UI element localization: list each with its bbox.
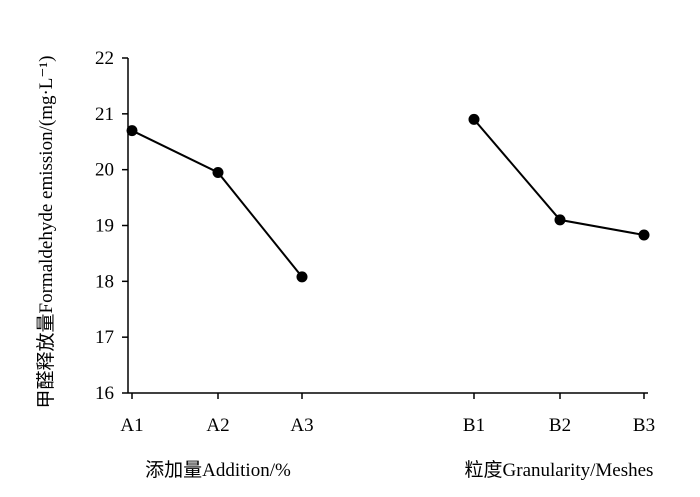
group-labels: 添加量Addition/% 粒度Granularity/Meshes [145, 459, 653, 481]
series-layer [126, 113, 650, 283]
y-tick-label: 19 [95, 216, 114, 237]
series-line-1 [131, 129, 303, 278]
axes [127, 58, 648, 394]
y-tick-label: 17 [95, 327, 114, 348]
y-tick-label: 22 [95, 48, 114, 69]
data-point [554, 214, 566, 226]
x-tick-label: B3 [633, 415, 655, 436]
x-group-label: 添加量Addition/% [145, 459, 291, 481]
y-tick-label: 16 [95, 383, 114, 404]
data-point [638, 229, 650, 241]
x-tick-label: B2 [549, 415, 571, 436]
data-point [126, 125, 138, 137]
data-point [468, 113, 480, 125]
x-tick-label: A3 [290, 415, 313, 436]
x-ticks: A1 A2 A3 B1 B2 B3 [120, 393, 655, 436]
y-ticks: 16 17 18 19 20 21 22 [95, 48, 128, 404]
x-tick-label: A1 [120, 415, 143, 436]
y-tick-label: 20 [95, 160, 114, 181]
y-axis-title: 甲醛释放量Formaldehyde emission/(mg·L⁻¹) [35, 56, 57, 409]
y-tick-label: 21 [95, 104, 114, 125]
y-tick-label: 18 [95, 271, 114, 292]
data-point [296, 271, 308, 283]
x-tick-label: A2 [206, 415, 229, 436]
x-tick-label: B1 [463, 415, 485, 436]
x-group-label: 粒度Granularity/Meshes [465, 459, 654, 481]
data-point [212, 166, 224, 178]
